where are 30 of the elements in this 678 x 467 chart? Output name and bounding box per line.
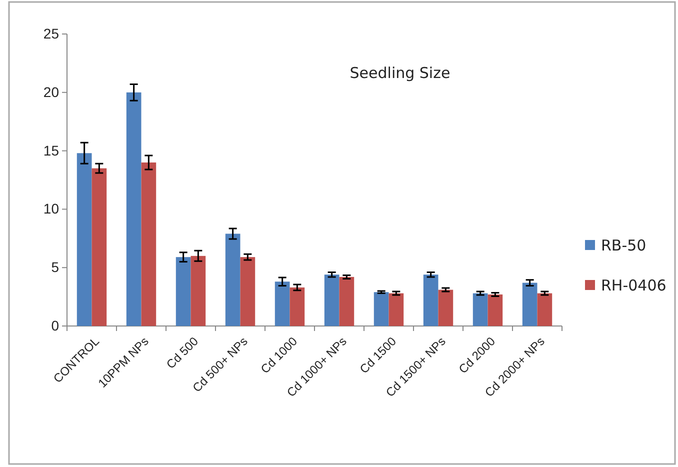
y-tick-label: 15 [43,142,60,158]
legend-label: RH-0406 [601,276,666,294]
bar [488,294,503,326]
bar [423,274,438,326]
y-tick-label: 25 [43,25,60,42]
legend-label: RB-50 [601,236,646,254]
bar [324,274,340,326]
y-tick-label: 20 [43,84,60,100]
x-tick-label: Cd 500 [164,334,202,372]
bar [225,234,240,326]
bar [537,293,552,326]
y-tick-label: 10 [43,200,60,217]
y-tick-label: 0 [51,317,60,334]
bar [141,162,156,326]
bar [76,153,92,326]
bar [522,282,538,326]
bar [126,92,142,326]
bar [92,168,107,326]
text: Seedling Size [350,64,450,82]
bar [240,257,256,326]
y-tick-label: 5 [51,259,60,276]
bar [374,292,389,326]
bar [472,293,488,326]
bar [290,287,305,326]
bar [388,293,404,326]
bar [176,257,191,326]
bar [190,256,206,326]
bar [274,282,290,326]
bar [438,290,454,326]
bar [339,276,354,326]
